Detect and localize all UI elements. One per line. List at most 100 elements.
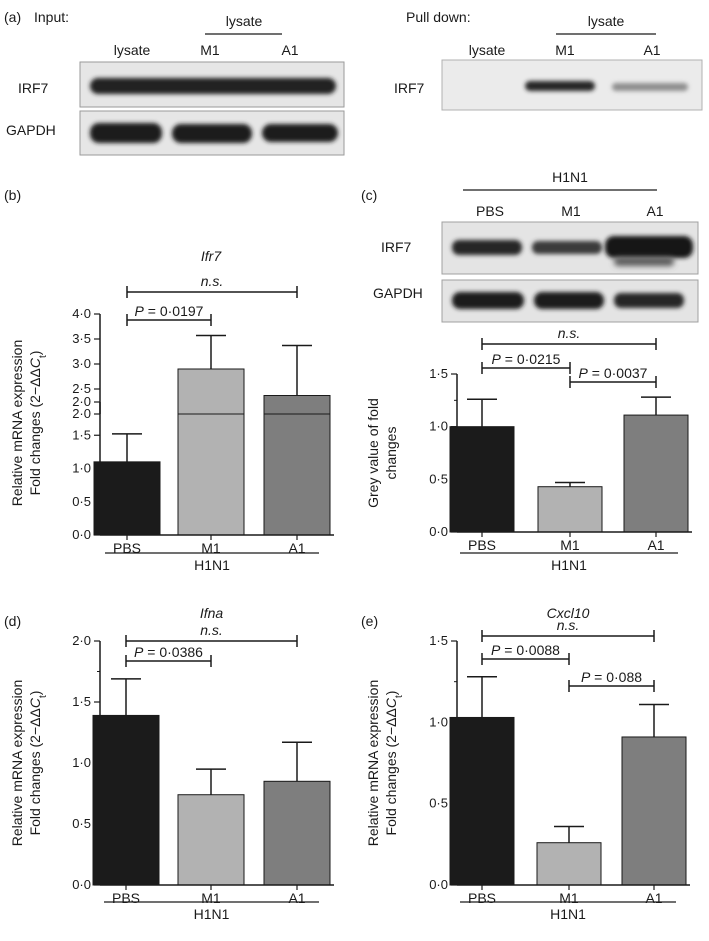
x-group-label: H1N1 [550, 906, 586, 922]
x-tick-label: M1 [559, 890, 579, 906]
chart-d: 0·0 0·5 1·0 1·5 2·0 PBS M1 A1 H1N1 Relative mRNA … [9, 605, 334, 922]
bar [623, 414, 689, 533]
panel-label-a: (a) [4, 9, 21, 25]
significance-label: P = 0·088 [581, 669, 642, 685]
blot-a-input-header: Input: [34, 9, 69, 25]
bar [621, 736, 687, 886]
bar [449, 716, 515, 886]
chart-c: 0·0 0·5 1·0 1·5 PBS M1 A1 H1N1 Grey value of fol… [365, 325, 692, 573]
bar [177, 401, 245, 536]
y-tick-label: 0·0 [72, 527, 91, 542]
blot-a-pulldown-lane-label: M1 [555, 42, 575, 58]
significance-label: P = 0·0215 [492, 351, 561, 367]
blot-a-input-lane-label: A1 [281, 42, 298, 58]
y-tick-label: 3·5 [72, 331, 91, 346]
y-tick-label: 0·0 [429, 524, 448, 539]
y-tick-label: 2·5 [72, 381, 91, 396]
y-tick-label: 0·5 [72, 816, 91, 831]
blot-a-pulldown-lane-label: A1 [643, 42, 660, 58]
blot-a-pulldown-lane-label: lysate [469, 42, 506, 58]
x-tick-label: A1 [645, 890, 662, 906]
y-tick-label: 1·0 [72, 755, 91, 770]
blot-a-pulldown-group-label: lysate [588, 13, 625, 29]
y-axis-label: Relative mRNA expression [365, 680, 381, 847]
y-axis-label: Relative mRNA expression [9, 680, 25, 847]
blot-a-pulldown-irf7 [441, 59, 703, 111]
blot-c-group-label: H1N1 [552, 169, 588, 185]
significance-label: P = 0·0088 [491, 642, 560, 658]
significance-label: P = 0·0386 [134, 644, 203, 660]
y-tick-label: 0·0 [72, 877, 91, 892]
blot-c-lane-label: PBS [476, 203, 504, 219]
x-tick-label: A1 [288, 540, 305, 556]
blot-c-row-label: GAPDH [373, 285, 423, 301]
y-tick-label: 1·5 [72, 694, 91, 709]
blot-c-row-label: IRF7 [381, 239, 412, 255]
blot-a-input-gapdh [79, 110, 345, 156]
y-axis-label: Grey value of fold [365, 398, 381, 508]
y-tick-label: 0·5 [429, 471, 448, 486]
y-tick-label: 1·0 [72, 461, 91, 476]
x-tick-label: A1 [647, 537, 664, 553]
x-tick-label: A1 [288, 890, 305, 906]
significance-label: P = 0·0037 [579, 365, 648, 381]
significance-label: n.s. [558, 325, 581, 341]
y-tick-label: 1·5 [429, 366, 448, 381]
blot-a-input-lane-label: lysate [114, 42, 151, 58]
panel-label-b: (b) [4, 187, 21, 203]
panel-label-d: (d) [4, 613, 21, 629]
x-group-label: H1N1 [194, 557, 230, 573]
y-axis-label: changes [383, 427, 399, 480]
y-tick-label: 0·5 [72, 494, 91, 509]
y-axis-label: Fold changes (2−ΔΔCt) [27, 351, 49, 496]
bar [177, 368, 245, 415]
y-axis-label: Relative mRNA expression [9, 340, 25, 507]
x-tick-label: PBS [113, 540, 141, 556]
y-tick-label: 0·5 [429, 796, 448, 811]
x-tick-label: PBS [468, 890, 496, 906]
blot-a-input-irf7 [79, 61, 345, 108]
y-tick-label: 1·0 [429, 714, 448, 729]
x-tick-label: PBS [112, 890, 140, 906]
y-tick-label: 1·5 [72, 427, 91, 442]
bar [449, 426, 515, 533]
panel-label-c: (c) [361, 187, 377, 203]
y-tick-label: 2·0 [72, 633, 91, 648]
y-tick-label: 1·0 [429, 419, 448, 434]
bar [537, 486, 603, 533]
blot-a-input-group-label: lysate [226, 13, 263, 29]
blot-a-input-row-label: IRF7 [18, 80, 49, 96]
y-tick-label: 0·0 [429, 877, 448, 892]
x-tick-label: M1 [201, 890, 221, 906]
blot-c-lane-label: A1 [646, 203, 663, 219]
blot-a-pulldown-header: Pull down: [406, 9, 471, 25]
y-tick-label: 4·0 [72, 306, 91, 321]
chart-e: 0·0 0·5 1·0 1·5 PBS M1 A1 H1N1 Relative mRNA exp… [365, 605, 690, 922]
y-axis-label: Fold changes (2−ΔΔCt) [383, 691, 405, 836]
x-tick-label: M1 [201, 540, 221, 556]
chart-title: Ifna [200, 605, 224, 621]
x-group-label: H1N1 [551, 557, 587, 573]
bar [93, 461, 161, 536]
bar [263, 780, 331, 886]
bar [263, 395, 331, 415]
bar [536, 842, 602, 886]
blot-c-irf7 [441, 221, 699, 275]
y-tick-label: 1·5 [429, 633, 448, 648]
panel-label-e: (e) [361, 613, 378, 629]
blot-c-gapdh [441, 279, 699, 323]
y-axis-label: Fold changes (2−ΔΔCt) [27, 691, 49, 836]
chart-title: Cxcl10 [547, 605, 590, 621]
significance-label: n.s. [201, 273, 224, 289]
significance-label: n.s. [557, 617, 580, 633]
blot-a-input-row-label: GAPDH [6, 122, 56, 138]
bar [177, 794, 245, 886]
x-group-label: H1N1 [194, 906, 230, 922]
x-tick-label: M1 [560, 537, 580, 553]
y-tick-label: 2·0 [72, 394, 91, 409]
chart-title: Ifr7 [201, 248, 222, 264]
bar [263, 401, 331, 536]
bar [92, 714, 160, 886]
